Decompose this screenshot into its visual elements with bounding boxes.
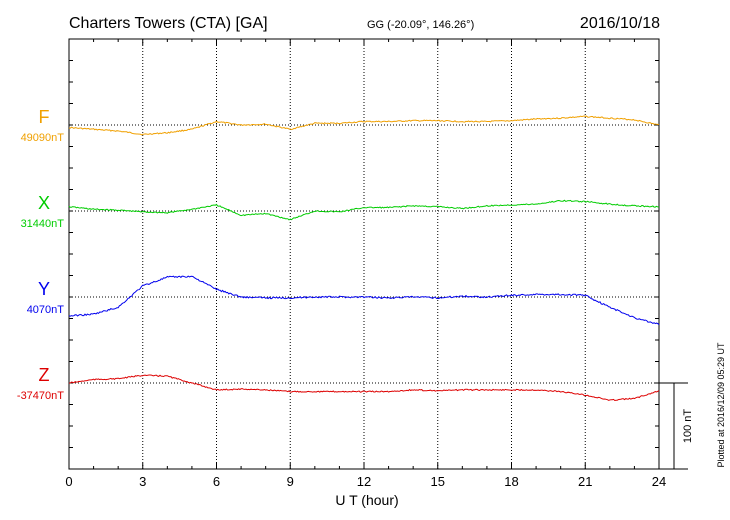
series-labels: F 49090nT X 31440nT Y 4070nT Z -37470nT bbox=[17, 107, 64, 402]
ticks bbox=[68, 39, 660, 469]
plotted-timestamp: Plotted at 2016/12/09 05:29 UT bbox=[716, 342, 726, 468]
series-name-f: F bbox=[39, 107, 50, 127]
series-baseline-x: 31440nT bbox=[21, 218, 65, 230]
x-tick-label: 6 bbox=[213, 474, 220, 489]
scale-bar-label: 100 nT bbox=[682, 409, 694, 444]
series-baseline-f: 49090nT bbox=[21, 132, 65, 144]
x-tick-label: 12 bbox=[357, 474, 371, 489]
series bbox=[68, 115, 660, 402]
x-tick-label: 24 bbox=[652, 474, 666, 489]
x-tick-label: 18 bbox=[504, 474, 518, 489]
x-tick-label: 21 bbox=[578, 474, 592, 489]
series-baseline-y: 4070nT bbox=[27, 304, 65, 316]
series-baseline-z: -37470nT bbox=[17, 390, 64, 402]
x-tick-labels: 0 3 6 9 12 15 18 21 24 bbox=[65, 474, 666, 489]
x-tick-label: 3 bbox=[139, 474, 146, 489]
series-name-x: X bbox=[38, 193, 50, 213]
chart-title: Charters Towers (CTA) [GA] bbox=[69, 15, 268, 32]
x-axis-label: U T (hour) bbox=[335, 492, 398, 508]
x-tick-label: 0 bbox=[65, 474, 72, 489]
series-line-f bbox=[68, 115, 660, 136]
station-coords: GG (-20.09°, 146.26°) bbox=[367, 19, 474, 31]
series-line-x bbox=[68, 199, 660, 221]
series-name-y: Y bbox=[38, 279, 50, 299]
scale-bar bbox=[659, 382, 688, 470]
chart-date: 2016/10/18 bbox=[580, 15, 660, 32]
x-tick-label: 9 bbox=[287, 474, 294, 489]
series-line-z bbox=[68, 374, 660, 402]
x-tick-label: 15 bbox=[431, 474, 445, 489]
series-name-z: Z bbox=[39, 365, 50, 385]
series-line-y bbox=[68, 275, 660, 326]
